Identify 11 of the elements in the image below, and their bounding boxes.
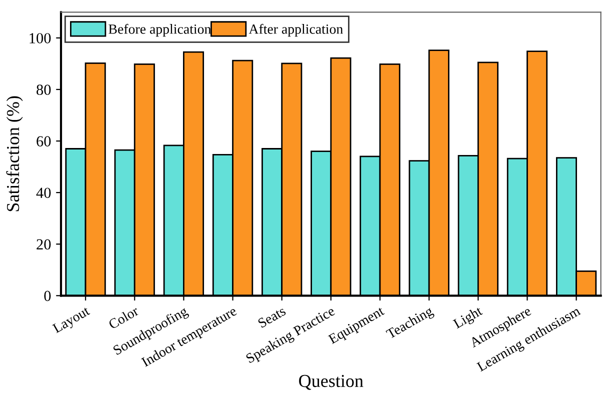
legend-label: Before application	[108, 24, 211, 37]
y-tick-label: 80	[36, 84, 51, 95]
x-axis-title: Question	[299, 374, 364, 390]
legend-label: After application	[248, 24, 343, 37]
y-axis-title: Satisfaction (%)	[6, 96, 23, 212]
x-tick-label: Seats	[257, 306, 286, 328]
y-tick-label: 20	[36, 239, 51, 250]
y-tick-label: 40	[36, 188, 51, 198]
y-tick-label: 100	[30, 33, 51, 44]
y-tick-label: 60	[36, 136, 51, 146]
y-tick-label: 0	[44, 290, 51, 302]
